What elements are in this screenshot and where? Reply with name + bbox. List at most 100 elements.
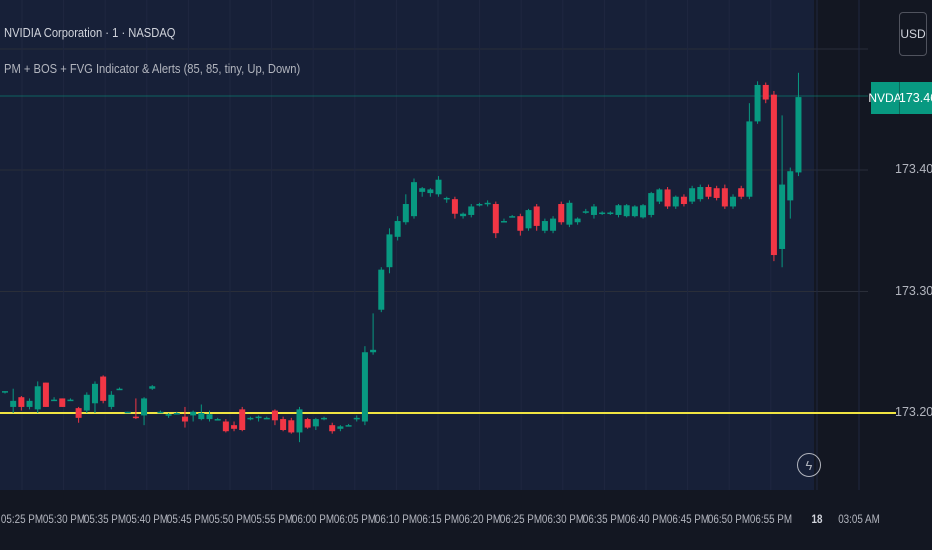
candle bbox=[361, 346, 368, 426]
candle bbox=[370, 313, 377, 355]
candle bbox=[680, 194, 687, 207]
candle-body bbox=[214, 419, 221, 421]
y-tick-label: 173.30 bbox=[895, 283, 932, 298]
candle bbox=[533, 204, 540, 231]
indicator-legend[interactable]: PM + BOS + FVG Indicator & Alerts (85, 8… bbox=[4, 61, 301, 76]
candle bbox=[648, 191, 655, 218]
candle-body bbox=[296, 409, 303, 433]
candle bbox=[640, 204, 647, 219]
candle bbox=[59, 398, 66, 407]
y-tick-label: 173.20 bbox=[895, 405, 932, 419]
candle bbox=[509, 214, 516, 218]
candle bbox=[631, 205, 638, 218]
candle bbox=[713, 185, 720, 201]
candle bbox=[435, 176, 442, 197]
candle-body bbox=[59, 398, 66, 407]
candle bbox=[541, 218, 548, 234]
candle-body bbox=[558, 204, 565, 223]
x-tick-label: 06:40 PM bbox=[624, 512, 668, 526]
candle-body bbox=[378, 269, 385, 310]
x-tick-label: 06:10 PM bbox=[375, 512, 418, 526]
candle-body bbox=[263, 417, 270, 420]
candle bbox=[476, 202, 483, 207]
candle-body bbox=[271, 410, 278, 421]
candle-body bbox=[329, 425, 336, 432]
candle bbox=[738, 185, 745, 200]
candles bbox=[2, 72, 802, 443]
candle-body bbox=[631, 206, 638, 217]
candle-body bbox=[255, 416, 262, 419]
x-tick-label: 18 bbox=[811, 512, 823, 526]
candle bbox=[689, 185, 696, 205]
x-tick-label: 06:20 PM bbox=[458, 512, 501, 526]
candle-body bbox=[345, 425, 352, 427]
candle bbox=[705, 184, 712, 200]
candle-body bbox=[231, 425, 238, 429]
candle bbox=[615, 204, 622, 218]
candle bbox=[460, 212, 467, 219]
candle-body bbox=[222, 421, 229, 432]
price-badge: NVDA 173.46 bbox=[868, 82, 932, 114]
candle-body bbox=[550, 218, 557, 231]
candle-body bbox=[500, 221, 507, 223]
currency-button[interactable]: USD bbox=[899, 12, 927, 56]
candle-body bbox=[2, 391, 8, 393]
candle bbox=[312, 417, 319, 431]
candle-body bbox=[697, 187, 704, 200]
candle-body bbox=[795, 97, 802, 173]
candle bbox=[165, 413, 172, 418]
candle-body bbox=[443, 197, 450, 200]
candle bbox=[157, 410, 164, 414]
candle-body bbox=[590, 206, 597, 215]
candle-body bbox=[206, 414, 213, 420]
candle-body bbox=[648, 193, 655, 215]
candle-body bbox=[34, 386, 41, 410]
candle bbox=[525, 208, 532, 231]
x-tick-label: 03:05 AM bbox=[838, 512, 880, 526]
candle-body bbox=[705, 187, 712, 197]
candle-body bbox=[770, 94, 777, 256]
x-tick-label: 06:25 PM bbox=[500, 512, 543, 526]
candle-body bbox=[476, 204, 483, 206]
candle-body bbox=[607, 212, 614, 215]
x-tick-label: 06:50 PM bbox=[708, 512, 751, 526]
time-scale-background bbox=[0, 490, 932, 550]
candle bbox=[345, 423, 352, 427]
candle bbox=[116, 387, 123, 391]
candle bbox=[664, 187, 671, 209]
candle-body bbox=[484, 202, 491, 205]
price-badge-value: 173.46 bbox=[899, 82, 932, 114]
candle bbox=[427, 188, 434, 197]
candle bbox=[566, 200, 573, 228]
candle-body bbox=[91, 383, 98, 404]
candle bbox=[222, 419, 229, 433]
candle bbox=[132, 398, 139, 420]
candle bbox=[141, 397, 148, 426]
price-badge-symbol: NVDA bbox=[868, 82, 902, 114]
candle bbox=[550, 216, 557, 234]
candle-body bbox=[181, 416, 188, 422]
candle bbox=[492, 201, 499, 239]
candle-body bbox=[116, 388, 123, 391]
candle bbox=[574, 217, 581, 225]
candle bbox=[721, 184, 728, 209]
candle bbox=[599, 211, 606, 215]
candle-body bbox=[672, 196, 679, 207]
candle-body bbox=[762, 84, 769, 100]
candle bbox=[271, 409, 278, 426]
candle bbox=[337, 425, 344, 432]
x-tick-label: 06:55 PM bbox=[749, 512, 792, 526]
symbol-title[interactable]: NVIDIA Corporation · 1 · NASDAQ bbox=[4, 25, 176, 40]
candle bbox=[181, 406, 188, 428]
candle bbox=[762, 82, 769, 104]
candle-body bbox=[402, 204, 409, 223]
x-tick-label: 05:50 PM bbox=[208, 512, 252, 526]
candle-body bbox=[541, 221, 548, 231]
candle bbox=[582, 208, 589, 214]
candle-body bbox=[18, 397, 25, 407]
lightning-icon[interactable]: ϟ bbox=[797, 453, 821, 477]
candle-body bbox=[599, 212, 606, 215]
candle bbox=[42, 382, 49, 407]
candle bbox=[329, 422, 336, 434]
